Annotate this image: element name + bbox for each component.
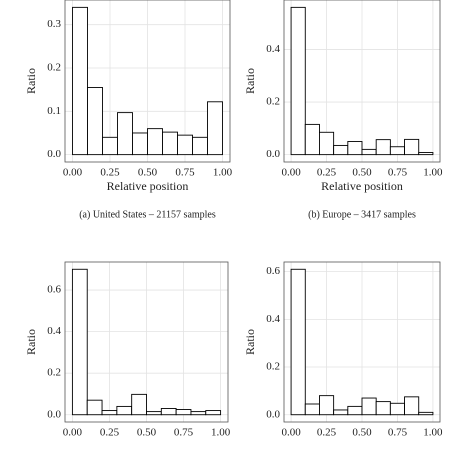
y-tick-label: 0.0 bbox=[47, 408, 61, 420]
bar bbox=[72, 6, 88, 156]
y-axis-title: Ratio bbox=[243, 329, 257, 355]
bar bbox=[86, 399, 103, 416]
x-tick-label: 0.25 bbox=[317, 167, 337, 179]
x-tick-label: 0.25 bbox=[100, 427, 120, 439]
bar bbox=[319, 395, 335, 416]
y-tick-label: 0.2 bbox=[47, 367, 61, 379]
bar bbox=[87, 87, 103, 156]
bar bbox=[361, 148, 377, 156]
x-tick-label: 1.00 bbox=[423, 167, 443, 179]
bar bbox=[404, 138, 420, 156]
y-tick-label: 0.0 bbox=[266, 408, 280, 420]
bar bbox=[290, 268, 306, 416]
x-axis-title: Relative position bbox=[321, 179, 403, 193]
bar bbox=[205, 410, 222, 416]
bar bbox=[333, 144, 349, 156]
x-tick-label: 0.50 bbox=[138, 167, 158, 179]
caption: (b) Europe – 3417 samples bbox=[308, 209, 416, 220]
bar bbox=[71, 268, 88, 416]
x-tick-label: 0.25 bbox=[100, 167, 120, 179]
y-tick-label: 0.6 bbox=[266, 265, 280, 277]
x-tick-label: 0.00 bbox=[281, 167, 301, 179]
bar bbox=[375, 401, 391, 416]
bar bbox=[207, 101, 223, 156]
caption: (a) United States – 21157 samples bbox=[79, 209, 216, 220]
bar bbox=[347, 141, 363, 156]
bar bbox=[304, 123, 320, 156]
y-tick-label: 0.4 bbox=[266, 313, 280, 325]
bar bbox=[162, 131, 178, 156]
bar bbox=[102, 136, 118, 156]
bar bbox=[131, 393, 147, 416]
x-tick-label: 0.00 bbox=[281, 427, 301, 439]
y-tick-label: 0.0 bbox=[47, 148, 61, 160]
bar bbox=[117, 112, 133, 156]
bar bbox=[190, 411, 207, 416]
x-tick-label: 1.00 bbox=[423, 427, 443, 439]
bar bbox=[116, 405, 133, 416]
x-tick-label: 0.75 bbox=[388, 427, 408, 439]
panel-border bbox=[283, 261, 441, 423]
y-tick-label: 0.0 bbox=[266, 148, 280, 160]
bar bbox=[132, 132, 148, 156]
bar bbox=[389, 146, 405, 156]
y-tick-label: 0.2 bbox=[47, 62, 61, 74]
bar bbox=[333, 409, 349, 416]
bar bbox=[347, 405, 363, 416]
y-tick-label: 0.4 bbox=[266, 43, 280, 55]
bar bbox=[147, 128, 163, 156]
y-axis-title: Ratio bbox=[24, 68, 38, 94]
bar bbox=[160, 408, 177, 416]
panel-border bbox=[283, 0, 441, 163]
x-tick-label: 0.25 bbox=[317, 427, 337, 439]
bar bbox=[319, 131, 335, 156]
bar bbox=[304, 403, 320, 416]
bar bbox=[146, 411, 162, 416]
x-tick-label: 1.00 bbox=[213, 167, 233, 179]
x-tick-label: 0.50 bbox=[352, 427, 372, 439]
bar bbox=[290, 6, 306, 156]
y-tick-label: 0.2 bbox=[266, 96, 280, 108]
x-tick-label: 0.75 bbox=[388, 167, 408, 179]
panel-border bbox=[64, 261, 229, 423]
x-tick-label: 0.00 bbox=[63, 427, 83, 439]
y-tick-label: 0.1 bbox=[47, 105, 61, 117]
y-axis-title: Ratio bbox=[243, 68, 257, 94]
y-tick-label: 0.6 bbox=[47, 284, 61, 296]
y-axis-title: Ratio bbox=[24, 329, 38, 355]
y-tick-label: 0.2 bbox=[266, 361, 280, 373]
x-tick-label: 0.00 bbox=[63, 167, 83, 179]
bar bbox=[418, 411, 434, 416]
x-tick-label: 0.50 bbox=[352, 167, 372, 179]
bar bbox=[361, 397, 377, 416]
bar bbox=[418, 152, 434, 156]
x-tick-label: 0.75 bbox=[175, 167, 195, 179]
x-tick-label: 0.50 bbox=[137, 427, 157, 439]
x-axis-title: Relative position bbox=[107, 179, 189, 193]
y-tick-label: 0.3 bbox=[47, 18, 61, 30]
x-tick-label: 1.00 bbox=[211, 427, 231, 439]
bar bbox=[375, 139, 391, 156]
bar bbox=[101, 410, 118, 416]
bar bbox=[404, 396, 420, 416]
x-tick-label: 0.75 bbox=[174, 427, 194, 439]
bar bbox=[175, 409, 192, 416]
panel-border bbox=[64, 0, 231, 163]
y-tick-label: 0.4 bbox=[47, 325, 61, 337]
bar bbox=[389, 402, 405, 416]
bar bbox=[177, 134, 193, 156]
bar bbox=[192, 136, 208, 156]
